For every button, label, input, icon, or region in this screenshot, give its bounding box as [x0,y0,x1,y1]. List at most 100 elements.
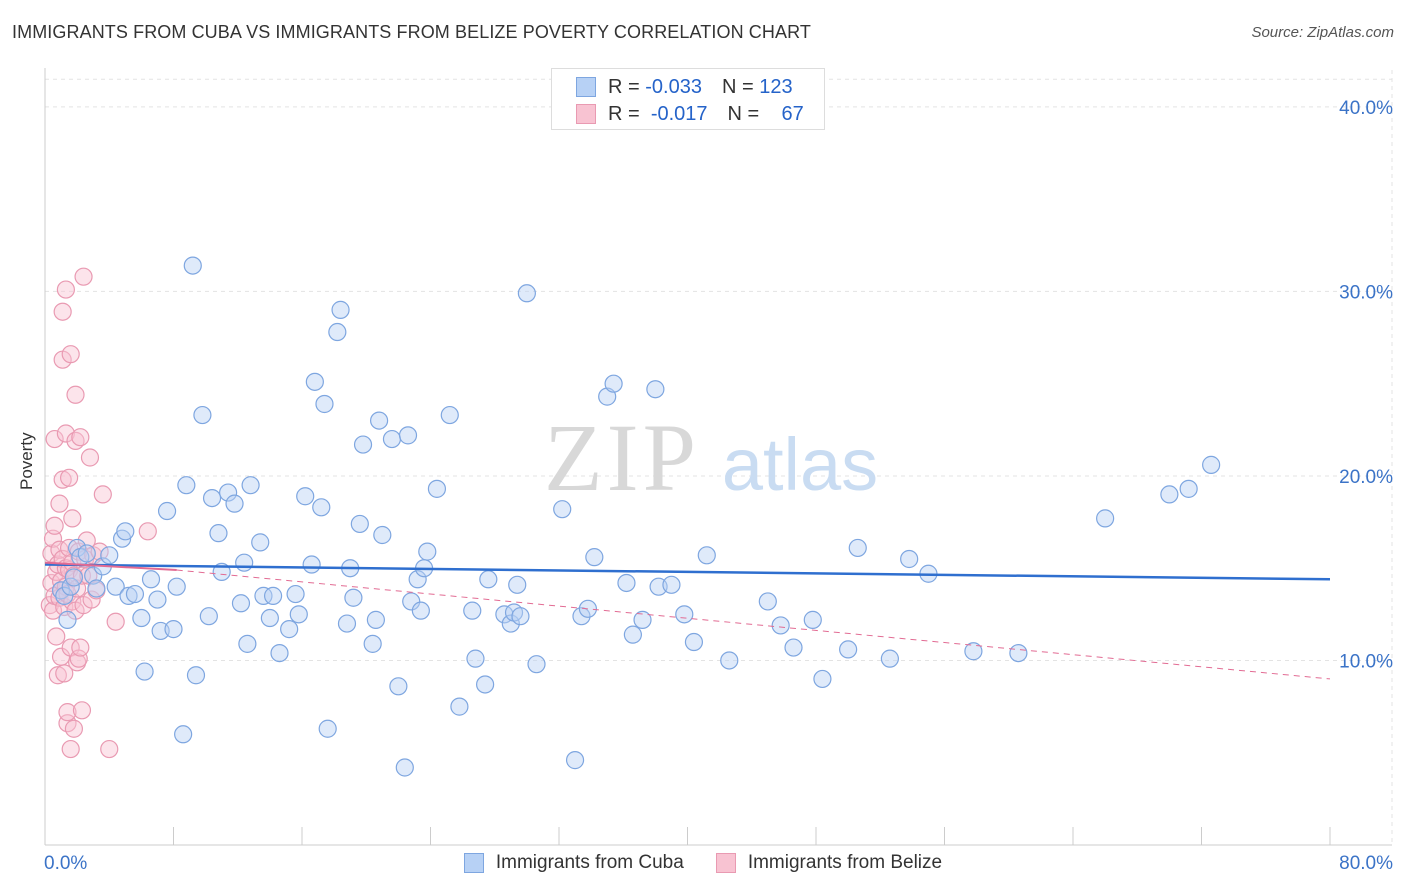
cuba-legend-swatch [463,853,484,873]
belize-point [48,666,67,685]
cuba-point [440,405,459,425]
belize-point [93,485,112,504]
cuba-point [177,476,196,495]
cuba-point [251,533,270,552]
cuba-point [280,620,299,639]
cuba-point [572,607,591,626]
cuba-point [517,284,536,303]
cuba-point [1202,455,1221,474]
belize-legend-swatch [715,853,736,873]
cuba-point [55,586,74,605]
cuba-point [231,594,251,613]
cuba-point [395,758,414,777]
cuba-point [199,607,218,626]
cuba-point [771,616,790,635]
y-tick-label: 20.0% [1339,467,1393,488]
cuba-point [51,581,71,600]
belize-point [61,739,80,759]
cuba-points [51,256,1221,777]
legend-row-belize: R = -0.017 N = 67 [576,101,804,127]
cuba-point [373,525,392,545]
legend-item-cuba[interactable]: Immigrants from Cuba [463,852,684,874]
cuba-point [331,300,350,319]
belize-point [74,267,93,286]
cuba-point [839,640,858,659]
cuba-point [370,411,389,430]
cuba-point [174,725,193,744]
cuba-point [305,372,324,391]
belize-point [47,627,66,646]
cuba-point [235,553,254,572]
cuba-point [527,655,546,674]
belize-point [64,719,84,738]
cuba-point [157,501,177,521]
belize-point [106,612,125,631]
cuba-point [784,638,803,657]
cuba-point [286,584,305,604]
cuba-point [132,608,151,628]
belize-point [53,470,72,489]
belize-point [45,429,64,449]
cuba-point [880,649,899,668]
cuba-point [167,577,186,596]
correlation-legend: R = -0.033 N = 123 R = -0.017 N = 67 [551,68,825,130]
belize-point [58,703,77,722]
belize-point [79,566,98,585]
cuba-point [186,666,206,685]
belize-legend-label: Immigrants from Belize [747,852,943,873]
cuba-point [585,548,604,567]
cuba-point [411,601,430,620]
belize-point [72,701,92,720]
trend-lines [44,561,1331,680]
cuba-point [758,592,777,611]
cuba-point [289,605,308,624]
cuba-point [350,514,369,534]
cuba-trend-line [44,563,1331,581]
cuba-point [803,610,822,629]
cuba-point [697,546,716,565]
r-label: R = [608,75,640,98]
belize-point [66,385,85,404]
belize-point [50,494,69,513]
cuba-point [623,625,642,644]
cuba-point [1179,479,1198,498]
cuba-point [302,555,321,574]
axes [44,68,1392,846]
belize-point [100,739,119,759]
y-tick-label: 40.0% [1339,98,1393,119]
cuba-point [241,476,260,495]
x-tick-label-min: 0.0% [44,853,87,874]
legend-row-cuba: R = -0.033 N = 123 [576,74,793,100]
cuba-point [135,662,154,681]
cuba-swatch [576,77,596,97]
cuba-point [296,487,315,506]
y-axis-label: Poverty [17,432,36,490]
belize-point [55,664,74,683]
source-label: Source: ZipAtlas.com [1251,24,1394,41]
belize-r-value: -0.017 [650,102,708,125]
belize-point [63,509,82,528]
belize-point [71,638,90,657]
belize-point [80,448,100,467]
cuba-point [389,677,408,696]
cuba-point [238,634,257,653]
cuba-point [578,599,598,618]
cuba-point [662,575,681,594]
cuba-point [408,570,427,589]
belize-point [45,516,64,535]
cuba-point [254,586,273,605]
series-legend: Immigrants from Cuba Immigrants from Bel… [0,852,1406,874]
cuba-point [183,256,202,275]
cuba-point [463,601,482,620]
cuba-point [64,568,84,587]
cuba-point [270,643,289,663]
cuba-point [263,586,283,605]
cuba-point [100,546,119,565]
belize-point [56,424,75,443]
cuba-point [565,751,585,770]
cuba-point [646,380,665,399]
cuba-n-value: 123 [759,75,793,98]
y-tick-label: 30.0% [1339,282,1393,303]
belize-point [40,596,59,615]
legend-item-belize[interactable]: Immigrants from Belize [715,852,943,874]
